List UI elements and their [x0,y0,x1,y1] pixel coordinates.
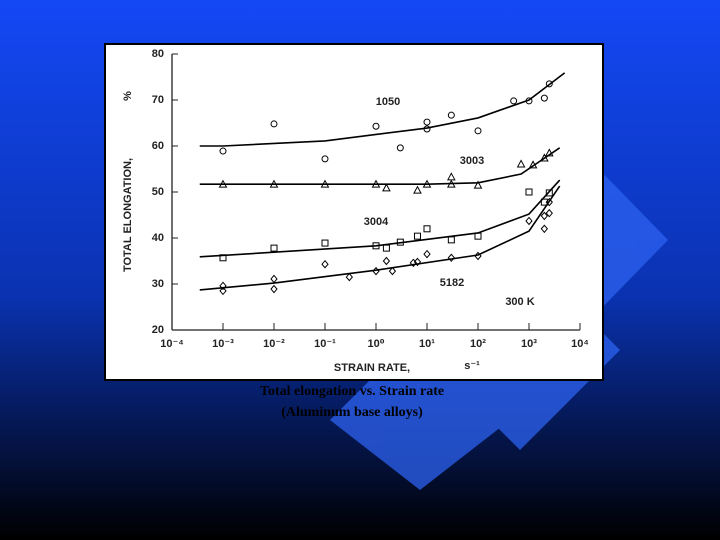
point [388,266,397,276]
point [473,180,483,189]
fit-curve [199,185,561,291]
point [321,259,329,269]
point [540,153,549,162]
point [447,253,455,263]
point [219,286,227,296]
x-axis-unit: s⁻¹ [464,360,480,372]
series-label: 3004 [364,216,389,228]
point [540,224,549,234]
point [382,183,391,192]
point [320,179,330,188]
point [270,244,278,252]
point [218,179,228,188]
point [422,179,432,188]
point [270,120,278,128]
point [545,208,553,218]
x-tick-label: 10⁻⁴ [160,338,183,350]
point [372,266,380,276]
point [413,257,422,267]
y-tick-label: 20 [152,324,164,336]
point [372,122,380,130]
point [528,160,538,169]
y-axis-unit: % [122,91,134,101]
point [382,256,391,266]
point [516,159,526,168]
series-label: 5182 [440,277,464,289]
point [545,189,553,197]
y-tick-label: 30 [152,278,164,290]
x-tick-label: 10⁴ [571,338,589,350]
point [372,242,380,250]
x-tick-label: 10³ [521,338,537,350]
x-tick-label: 10⁻³ [212,338,234,350]
x-tick-label: 10² [470,338,486,350]
annotation: 300 K [505,296,534,308]
caption: Total elongation vs. Strain rate [260,384,444,399]
y-axis-label: TOTAL ELONGATION, [122,158,134,272]
point [219,281,227,291]
point [447,111,455,119]
point [540,211,549,221]
point [545,197,553,207]
point [270,284,278,294]
y-tick-label: 70 [152,94,164,106]
point [540,198,548,206]
point [545,80,553,88]
point [510,97,518,105]
point [423,125,431,133]
x-tick-label: 10⁰ [367,338,384,350]
point [382,244,390,252]
point [525,188,533,196]
x-tick-label: 10⁻² [263,338,285,350]
point [371,179,381,188]
x-tick-label: 10⁻¹ [314,338,336,350]
point [413,185,422,194]
point [474,251,482,261]
point [219,147,227,155]
point [447,236,455,244]
y-tick-label: 40 [152,232,164,244]
point [413,232,421,240]
fit-curve [199,147,561,185]
point [544,148,554,157]
point [423,249,431,259]
point [423,118,431,126]
point [423,225,431,233]
fit-curve [199,72,566,147]
y-tick-label: 60 [152,140,164,152]
point [219,254,227,262]
point [474,232,482,240]
point [446,179,456,188]
point [409,258,418,268]
point [270,274,278,284]
point [321,239,329,247]
x-tick-label: 10¹ [419,338,435,350]
series-label: 1050 [376,96,400,108]
point [474,127,482,135]
point [321,155,329,163]
point [269,179,279,188]
y-tick-label: 80 [152,48,164,60]
diamond-decor [330,330,510,490]
point [525,97,533,105]
series-label: 3003 [460,155,484,167]
point [396,144,404,152]
caption: (Aluminum base alloys) [281,405,423,420]
point [540,94,548,102]
point [345,272,353,282]
y-tick-label: 50 [152,186,164,198]
x-axis-label: STRAIN RATE, [334,362,410,374]
chart-frame [104,43,604,381]
point [525,216,533,226]
point [396,238,404,246]
